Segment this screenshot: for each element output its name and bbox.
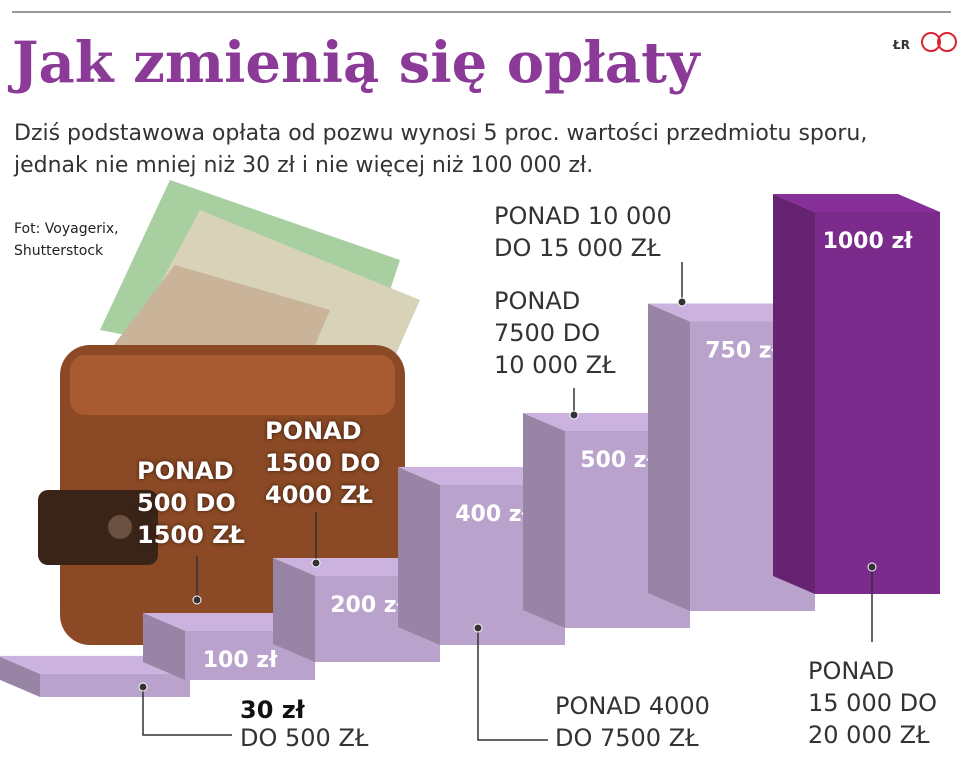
leader-dot: [192, 595, 202, 605]
bar: [40, 673, 190, 697]
category-label: PONAD 1500 DO 4000 ZŁ: [265, 417, 381, 509]
value-label: 30 zł: [240, 696, 305, 724]
bar-side: [773, 194, 815, 594]
value-label: 200 zł: [330, 593, 405, 618]
bar-top: [0, 655, 190, 674]
leader-line: [477, 628, 548, 741]
category-label: DO 500 ZŁ: [240, 724, 369, 752]
value-label: 100 zł: [203, 648, 278, 673]
value-label: 750 zł: [705, 339, 780, 364]
bar-side: [398, 467, 440, 645]
leader-dot: [311, 558, 321, 568]
bar-side: [523, 413, 565, 628]
category-label: PONAD 500 DO 1500 ZŁ: [137, 457, 245, 549]
bar-top: [773, 194, 940, 212]
photo-credit: Fot: Voyagerix, Shutterstock: [14, 221, 119, 259]
category-label: PONAD 10 000 DO 15 000 ZŁ: [494, 202, 672, 262]
logo-icon: [937, 32, 957, 52]
leader-dot: [473, 623, 483, 633]
title: Jak zmienią się opłaty: [12, 30, 700, 96]
leader-dot: [867, 562, 877, 572]
category-label: PONAD 4000 DO 7500 ZŁ: [555, 692, 710, 752]
category-label: PONAD 15 000 DO 20 000 ZŁ: [808, 657, 937, 749]
value-label: 400 zł: [455, 502, 530, 527]
logo: ŁR: [893, 38, 910, 52]
category-label: PONAD 7500 DO 10 000 ZŁ: [494, 287, 616, 379]
value-label: 1000 zł: [823, 229, 914, 254]
bar-side: [143, 613, 185, 680]
logo-icon: [921, 32, 941, 52]
leader-dot: [138, 682, 148, 692]
bar-side: [273, 558, 315, 662]
leader-line: [142, 687, 232, 736]
subtitle: Dziś podstawowa opłata od pozwu wynosi 5…: [14, 121, 868, 178]
bar: [815, 212, 940, 594]
value-label: 500 zł: [580, 448, 655, 473]
bar-side: [0, 656, 40, 697]
leader-dot: [569, 410, 579, 420]
leader-dot: [677, 297, 687, 307]
bar-top: [143, 613, 315, 631]
bar-side: [648, 303, 690, 611]
